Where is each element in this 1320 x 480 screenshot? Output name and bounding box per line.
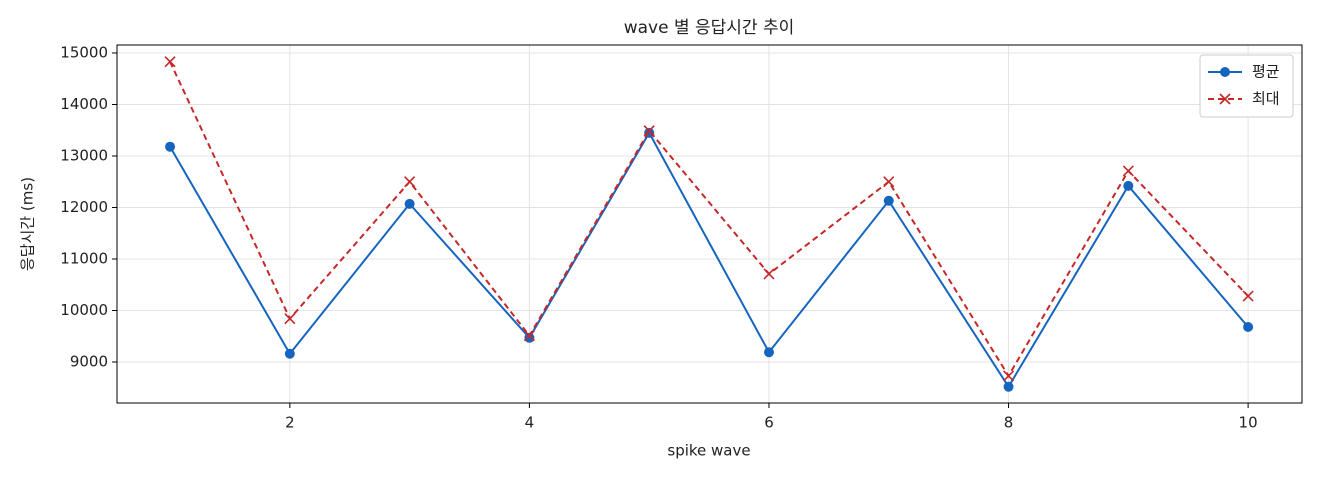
- legend-label: 평균: [1252, 63, 1280, 81]
- point: [284, 348, 295, 359]
- x-tick-label: 4: [525, 414, 535, 432]
- point: [164, 56, 176, 68]
- y-tick-label: 15000: [60, 43, 108, 61]
- point: [404, 198, 415, 209]
- chart-title: wave 별 응답시간 추이: [624, 18, 795, 38]
- point: [1003, 381, 1014, 392]
- y-tick-label: 14000: [60, 95, 108, 113]
- y-tick-label: 11000: [60, 249, 108, 267]
- y-tick-label: 12000: [60, 198, 108, 216]
- x-tick-label: 2: [285, 414, 295, 432]
- point: [883, 176, 895, 188]
- y-tick-label: 9000: [70, 353, 108, 371]
- x-tick-label: 8: [1004, 414, 1014, 432]
- point: [284, 313, 296, 325]
- y-axis-label: 응답시간 (ms): [19, 177, 37, 271]
- x-tick-label: 6: [764, 414, 774, 432]
- plot-frame: [116, 44, 1303, 404]
- point: [523, 330, 535, 342]
- legend-marker: [1220, 67, 1230, 77]
- point: [165, 141, 176, 152]
- line: [169, 130, 1249, 389]
- legend-label: 최대: [1252, 90, 1280, 108]
- line: [169, 61, 1249, 378]
- legend-marker: [1219, 93, 1231, 105]
- point: [524, 332, 535, 343]
- point: [883, 195, 894, 206]
- point: [1242, 290, 1254, 302]
- x-axis-label: spike wave: [667, 442, 750, 460]
- point: [763, 347, 774, 358]
- point: [1002, 370, 1015, 382]
- x-tick-label: 10: [1239, 414, 1258, 432]
- point: [1243, 321, 1254, 332]
- point: [404, 176, 416, 188]
- point: [1122, 165, 1134, 177]
- y-tick-label: 13000: [60, 146, 108, 164]
- point: [1123, 180, 1134, 191]
- y-tick-label: 10000: [60, 301, 108, 319]
- point: [643, 125, 655, 137]
- point: [763, 268, 775, 280]
